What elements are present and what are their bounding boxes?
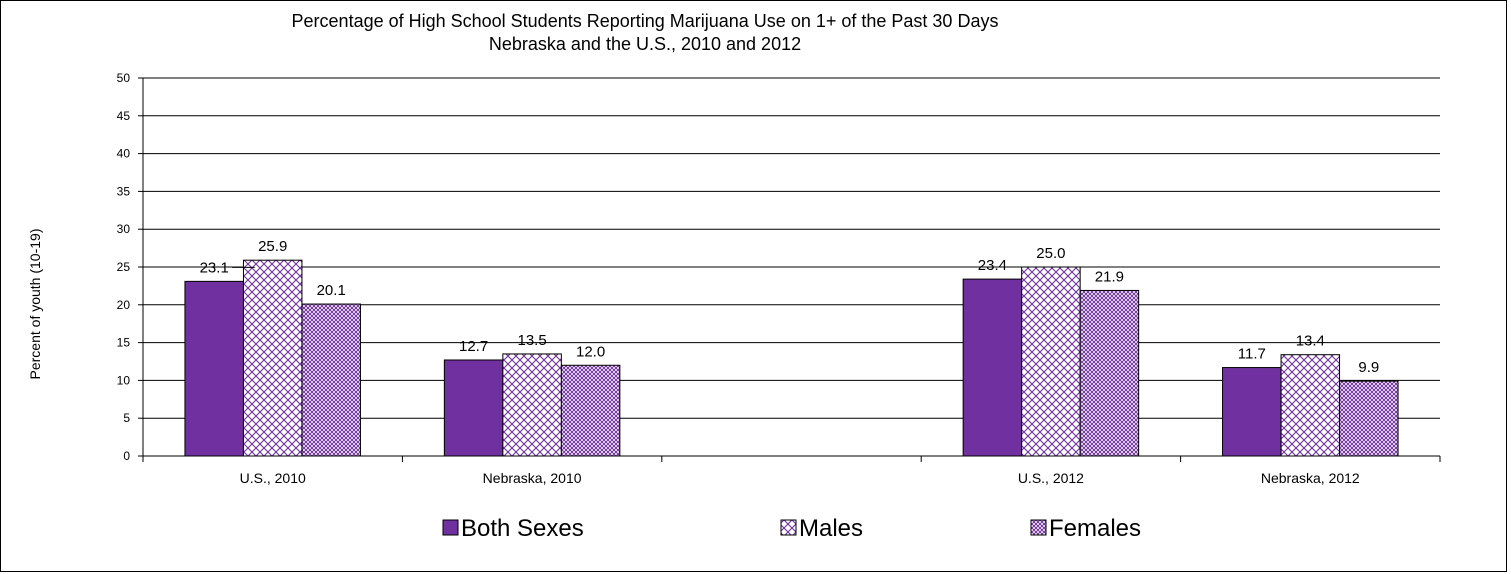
data-label: 12.7 bbox=[459, 338, 488, 355]
legend-swatch bbox=[1030, 519, 1047, 536]
x-category-label: Nebraska, 2010 bbox=[483, 470, 582, 486]
x-category-label: U.S., 2010 bbox=[240, 470, 306, 486]
data-label: 23.4 bbox=[978, 257, 1007, 274]
y-tick-label: 0 bbox=[123, 449, 130, 463]
bar bbox=[1021, 266, 1081, 457]
data-label: 23.1 bbox=[200, 259, 229, 276]
data-label: 9.9 bbox=[1358, 359, 1379, 376]
data-label: 25.9 bbox=[258, 238, 287, 255]
data-label: 25.0 bbox=[1036, 245, 1065, 262]
y-tick-label: 15 bbox=[117, 336, 131, 350]
chart-subtitle: Nebraska and the U.S., 2010 and 2012 bbox=[489, 34, 801, 54]
y-tick-label: 30 bbox=[117, 222, 131, 236]
data-label: 12.0 bbox=[576, 343, 605, 360]
data-label: 20.1 bbox=[317, 282, 346, 299]
bar bbox=[1280, 354, 1341, 457]
bar bbox=[1222, 367, 1282, 457]
bar bbox=[502, 353, 562, 457]
axes bbox=[142, 78, 1441, 462]
legend-swatch bbox=[442, 519, 459, 536]
bar bbox=[242, 259, 303, 457]
bar bbox=[962, 278, 1023, 457]
x-category-label: Nebraska, 2012 bbox=[1261, 470, 1360, 486]
data-label: 13.4 bbox=[1296, 333, 1325, 350]
y-tick-label: 40 bbox=[117, 147, 131, 161]
chart-title: Percentage of High School Students Repor… bbox=[292, 11, 999, 31]
bar bbox=[1079, 289, 1140, 457]
y-tick-label: 35 bbox=[117, 184, 131, 198]
data-label: 21.9 bbox=[1095, 268, 1124, 285]
bar bbox=[301, 303, 361, 457]
y-tick-label: 20 bbox=[117, 298, 131, 312]
x-category-label: U.S., 2012 bbox=[1018, 470, 1084, 486]
y-tick-label: 50 bbox=[117, 71, 131, 85]
x-axis-categories: U.S., 2010 Nebraska, 2010 U.S., 2012 Nebras… bbox=[240, 470, 1360, 486]
legend-swatch bbox=[780, 519, 797, 536]
y-tick-label: 10 bbox=[117, 373, 131, 387]
data-labels: 23.1 25.9 20.1 12.7 13.5 12.0 23.4 25.0 21.9 11.7… bbox=[200, 238, 1380, 376]
y-axis-title: Percent of youth (10-19) bbox=[27, 229, 43, 380]
y-tick-label: 5 bbox=[123, 411, 130, 425]
legend-label: Males bbox=[799, 515, 863, 542]
bars bbox=[184, 259, 1399, 457]
y-tick-label: 45 bbox=[117, 109, 131, 123]
legend-label: Females bbox=[1049, 515, 1141, 542]
bar bbox=[184, 280, 244, 457]
data-label: 11.7 bbox=[1238, 346, 1266, 363]
y-tick-label: 25 bbox=[117, 260, 131, 274]
y-axis-ticks: 0 5 10 15 20 25 30 35 40 45 50 bbox=[117, 71, 143, 463]
bar bbox=[560, 364, 621, 457]
bar bbox=[1339, 380, 1399, 457]
legend: Both Sexes Males Females bbox=[442, 515, 1141, 542]
data-label: 13.5 bbox=[517, 332, 546, 349]
legend-label: Both Sexes bbox=[461, 515, 584, 542]
bar bbox=[443, 359, 504, 457]
